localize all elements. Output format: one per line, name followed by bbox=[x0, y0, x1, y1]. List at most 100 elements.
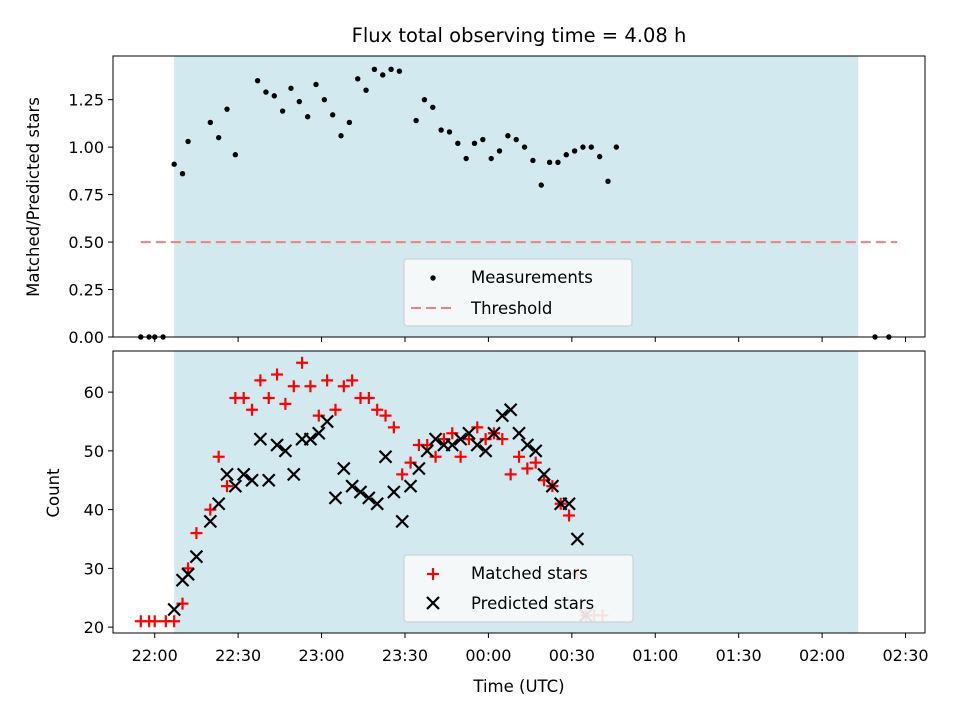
predicted-star-point bbox=[286, 467, 301, 482]
predicted-star-point bbox=[403, 479, 418, 493]
predicted-star-point bbox=[303, 432, 318, 446]
predicted-star-point bbox=[312, 426, 326, 441]
time-x-axis-label: Time (UTC) bbox=[472, 677, 564, 696]
matched-star-point bbox=[379, 409, 392, 422]
predicted-star-point-b bbox=[245, 473, 259, 488]
predicted-star-point-b bbox=[462, 426, 476, 441]
predicted-star-point bbox=[528, 444, 543, 458]
predicted-star-point bbox=[362, 491, 376, 505]
threshold-legend-label: Threshold bbox=[470, 299, 552, 318]
predicted-star-point bbox=[537, 467, 551, 482]
measurement-point bbox=[513, 136, 519, 143]
predicted-star-point-b bbox=[189, 549, 204, 564]
matched-star-point bbox=[287, 380, 300, 393]
predicted-star-point-b bbox=[453, 432, 468, 446]
measurement-point bbox=[530, 157, 536, 164]
measurement-point bbox=[279, 108, 286, 114]
predicted-star-point-b bbox=[181, 567, 195, 582]
time-x-tick-label: 23:00 bbox=[299, 646, 345, 665]
time-x-tick-label: 02:30 bbox=[882, 646, 928, 665]
predicted-star-point-b bbox=[286, 467, 301, 482]
predicted-star-point bbox=[167, 602, 181, 617]
predicted-star-point-b bbox=[487, 426, 501, 441]
matched-star-point bbox=[563, 509, 576, 522]
measurement-point bbox=[380, 72, 386, 78]
measurement-point bbox=[471, 140, 478, 147]
predicted-star-point bbox=[462, 426, 476, 441]
predicted-star-point-b bbox=[445, 438, 460, 452]
measurement-point bbox=[430, 104, 436, 110]
matched-star-point bbox=[296, 356, 309, 369]
predicted-star-point-b bbox=[228, 479, 243, 493]
predicted-star-point bbox=[278, 444, 293, 458]
matched-star-point bbox=[190, 527, 203, 540]
predicted-star-point-b bbox=[303, 432, 318, 446]
count-panel: 20 30 40 50 60 22:00 22:30 23:00 23:30 00:00 00:3… bbox=[44, 350, 929, 696]
chart-title: Flux total observing time = 4.08 h bbox=[352, 24, 687, 47]
matched-star-point bbox=[212, 450, 225, 463]
predicted-star-point bbox=[520, 438, 535, 452]
measurement-point bbox=[363, 87, 369, 93]
predicted-star-point bbox=[370, 496, 384, 511]
predicted-star-point bbox=[189, 549, 204, 564]
matched-star-point bbox=[521, 462, 534, 475]
measurement-point bbox=[346, 119, 353, 126]
ratio-y-axis-ticks: 0.00 0.25 0.50 0.75 1.00 1.25 bbox=[68, 91, 113, 347]
ratio-y-axis-label: Matched/Predicted stars bbox=[24, 97, 43, 297]
time-x-tick-label: 23:30 bbox=[382, 646, 428, 665]
predicted-star-point-b bbox=[495, 408, 510, 423]
matched-star-point bbox=[454, 450, 467, 463]
measurement-point bbox=[446, 129, 453, 135]
predicted-star-point-b bbox=[395, 514, 409, 529]
time-x-axis-ticks: 22:00 22:30 23:00 23:30 00:00 00:30 01:00 01:30… bbox=[132, 633, 929, 665]
count-y-axis-ticks: 20 30 40 50 60 bbox=[84, 383, 113, 637]
predicted-star-point-b bbox=[353, 485, 368, 499]
ratio-y-tick-label: 1.00 bbox=[68, 138, 104, 157]
predicted-star-point-b bbox=[278, 444, 293, 458]
matched-star-point bbox=[271, 368, 284, 381]
ratio-y-tick-label: 0.50 bbox=[68, 233, 104, 252]
matched-star-point bbox=[304, 380, 317, 393]
measurement-point bbox=[396, 68, 403, 74]
predicted-star-point bbox=[253, 432, 268, 446]
measurement-point bbox=[388, 66, 394, 72]
predicted-star-point bbox=[353, 485, 368, 499]
predicted-star-point-b bbox=[470, 438, 485, 452]
matched-star-point bbox=[237, 392, 250, 404]
measurement-point bbox=[596, 153, 603, 160]
predicted-star-point-b bbox=[378, 449, 393, 464]
predicted-star-point bbox=[203, 514, 218, 529]
count-y-tick-label: 20 bbox=[84, 618, 104, 637]
predicted-star-point-b bbox=[328, 491, 343, 505]
time-x-tick-label: 01:00 bbox=[632, 646, 678, 665]
predicted-star-point-b bbox=[220, 467, 234, 482]
measurement-point bbox=[438, 127, 444, 133]
count-y-tick-label: 40 bbox=[84, 501, 104, 520]
measurement-point bbox=[371, 66, 378, 72]
predicted-star-point bbox=[220, 467, 234, 482]
time-x-tick-label: 22:00 bbox=[132, 646, 178, 665]
time-x-tick-label: 00:30 bbox=[549, 646, 595, 665]
matched-star-point bbox=[387, 421, 400, 434]
measurement-point bbox=[463, 155, 469, 162]
count-legend-box bbox=[403, 554, 634, 623]
matched-star-point bbox=[221, 480, 234, 493]
ratio-x-axis-ticks bbox=[154, 337, 907, 342]
measurements-legend-marker bbox=[430, 275, 436, 281]
predicted-star-point bbox=[261, 473, 276, 488]
predicted-star-point bbox=[545, 479, 560, 493]
predicted-star-point-b bbox=[211, 496, 226, 511]
predicted-stars-legend-label: Predicted stars bbox=[471, 594, 594, 613]
measurement-point bbox=[571, 148, 578, 154]
measurement-point bbox=[505, 133, 511, 139]
measurement-point bbox=[546, 159, 553, 166]
predicted-star-point-b bbox=[387, 485, 401, 499]
measurement-point bbox=[232, 152, 239, 158]
measurement-point bbox=[304, 114, 311, 120]
measurement-point bbox=[288, 85, 294, 91]
predicted-star-point bbox=[228, 479, 243, 493]
predicted-star-point bbox=[453, 432, 468, 446]
count-y-axis-label: Count bbox=[44, 468, 63, 518]
predicted-star-point-b bbox=[503, 402, 518, 417]
measurement-point bbox=[296, 98, 303, 105]
